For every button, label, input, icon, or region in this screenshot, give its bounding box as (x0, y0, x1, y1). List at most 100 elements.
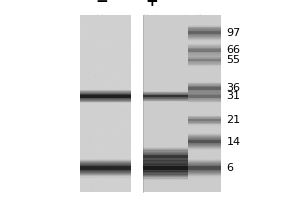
Bar (80, 160, 130, 163)
Bar (80, 170, 130, 173)
Bar (188, 145, 220, 148)
Bar (188, 63, 220, 65)
Bar (142, 147, 188, 151)
Bar (80, 159, 130, 162)
Bar (188, 60, 220, 62)
Bar (188, 37, 220, 40)
Bar (188, 174, 220, 178)
Bar (188, 58, 220, 61)
Bar (80, 161, 130, 164)
Bar (188, 62, 220, 65)
Bar (80, 91, 130, 94)
Bar (80, 165, 130, 169)
Bar (188, 159, 220, 162)
Bar (188, 55, 220, 57)
Bar (188, 144, 220, 147)
Bar (188, 99, 220, 102)
Bar (188, 49, 220, 52)
Bar (142, 159, 188, 163)
Bar (188, 116, 220, 118)
Bar (188, 50, 220, 52)
Bar (188, 165, 220, 169)
Bar (188, 160, 220, 163)
Bar (188, 96, 220, 98)
Bar (188, 121, 220, 123)
Bar (188, 117, 220, 119)
Bar (80, 94, 130, 97)
Bar (188, 48, 220, 50)
Bar (80, 98, 130, 100)
Bar (142, 171, 188, 176)
Bar (188, 118, 220, 120)
Bar (188, 133, 220, 136)
Bar (80, 93, 130, 95)
Bar (188, 140, 220, 143)
Bar (80, 164, 130, 168)
Text: 36: 36 (226, 83, 241, 93)
Bar (188, 162, 220, 165)
Bar (188, 93, 220, 95)
Bar (188, 53, 220, 56)
Bar (142, 169, 188, 173)
Bar (188, 143, 220, 146)
Text: 97: 97 (226, 28, 241, 38)
Bar (142, 154, 188, 157)
Bar (188, 119, 220, 121)
Bar (188, 94, 220, 97)
Bar (80, 163, 130, 167)
Text: 21: 21 (226, 115, 241, 125)
Bar (188, 83, 220, 85)
Bar (188, 30, 220, 33)
Bar (142, 94, 188, 96)
Bar (142, 170, 188, 175)
Bar (188, 117, 220, 119)
Bar (142, 156, 188, 161)
Bar (142, 166, 188, 170)
Bar (188, 57, 220, 60)
Bar (188, 35, 220, 38)
Bar (188, 97, 220, 99)
Bar (188, 27, 220, 30)
Bar (188, 82, 220, 84)
Bar (142, 149, 188, 153)
Bar (188, 122, 220, 124)
Bar (80, 171, 130, 174)
Bar (188, 121, 220, 123)
Bar (188, 61, 220, 64)
Bar (142, 99, 188, 101)
Bar (188, 83, 220, 86)
Bar (142, 156, 188, 159)
Bar (188, 87, 220, 90)
Bar (188, 90, 220, 93)
Bar (188, 59, 220, 61)
Bar (188, 122, 220, 124)
Bar (142, 150, 188, 154)
Bar (80, 169, 130, 172)
Bar (188, 166, 220, 170)
Text: 6: 6 (226, 163, 233, 173)
Bar (80, 166, 130, 170)
Bar (188, 101, 220, 103)
Bar (142, 160, 188, 165)
Bar (80, 172, 130, 175)
Bar (80, 100, 130, 102)
Bar (188, 55, 220, 57)
Bar (142, 163, 188, 168)
Bar (142, 148, 188, 152)
Bar (188, 28, 220, 31)
Bar (188, 124, 220, 126)
Bar (142, 160, 188, 164)
Bar (188, 46, 220, 49)
Bar (188, 86, 220, 89)
Bar (142, 15, 220, 192)
Bar (188, 142, 220, 145)
Bar (188, 173, 220, 176)
Bar (188, 31, 220, 34)
Bar (188, 135, 220, 138)
Bar (188, 52, 220, 55)
Text: 31: 31 (226, 91, 241, 101)
Bar (188, 90, 220, 92)
Bar (80, 96, 130, 98)
Bar (188, 32, 220, 35)
Bar (188, 38, 220, 41)
